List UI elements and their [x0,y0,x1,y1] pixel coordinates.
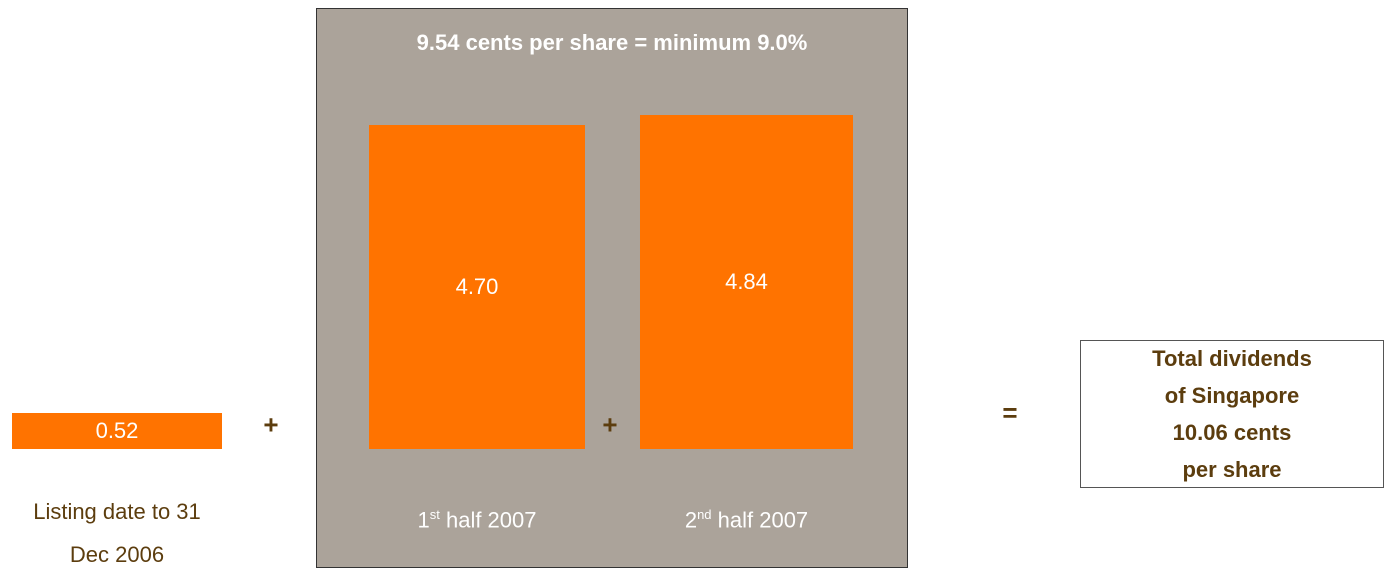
operator: = [1002,397,1018,428]
operator: + [263,409,279,440]
panel-title: 9.54 cents per share = minimum 9.0% [416,30,808,55]
value-label: 0.52 [95,418,139,444]
total-line: of Singapore [1164,383,1300,408]
operator: + [602,409,618,440]
value-label: 4.70 [455,273,499,299]
total-line: Total dividends [1152,346,1312,371]
bar [640,115,853,449]
total-line: per share [1182,457,1282,482]
category-label: 2nd half 2007 [684,507,809,533]
total-line: 10.06 cents [1172,420,1292,445]
category-label: 1st half 2007 [417,507,537,533]
value-label: 4.84 [725,269,768,295]
bar [369,124,585,449]
category-label: Listing date to 31 Dec 2006 [33,499,201,567]
total-box: Total dividends of Singapore 10.06 cents pe… [1080,340,1384,488]
bar [12,413,222,449]
